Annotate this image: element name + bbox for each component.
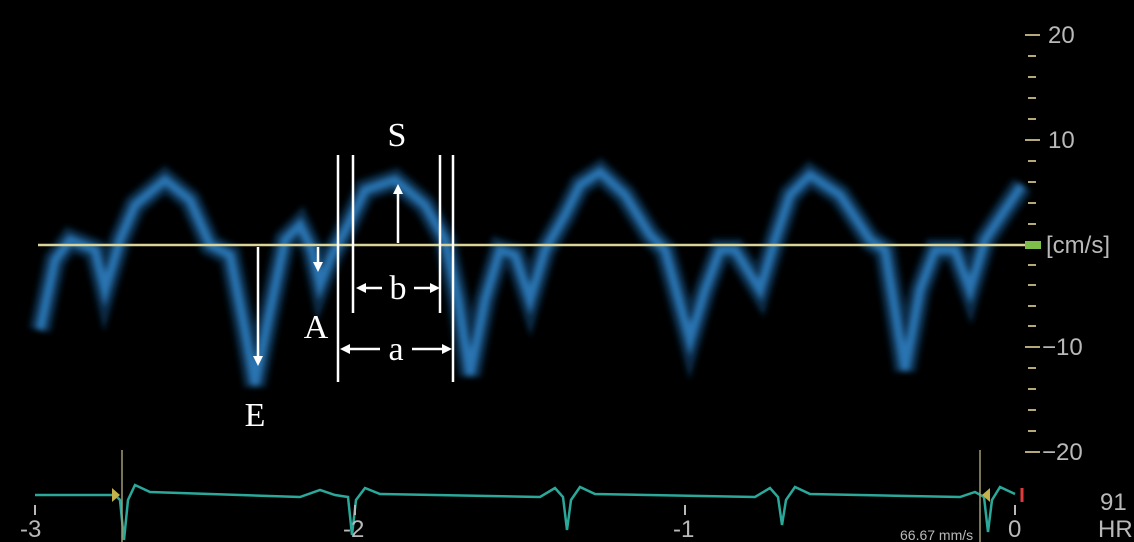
s-label: S — [388, 117, 407, 154]
heart-rate-value: 91 — [1100, 489, 1127, 516]
velocity-tick: −20 — [1042, 439, 1083, 466]
time-tick: 0 — [1008, 516, 1021, 542]
time-tick: -3 — [20, 516, 41, 542]
velocity-tick: −10 — [1042, 334, 1083, 361]
interval-b-label: b — [390, 270, 407, 307]
heart-rate-label: HR — [1098, 516, 1133, 542]
velocity-tick: 20 — [1048, 22, 1075, 49]
a-wave-label: A — [304, 309, 329, 346]
interval-a-label: a — [388, 331, 403, 368]
time-tick: -1 — [673, 516, 694, 542]
e-label: E — [245, 397, 266, 434]
time-tick: -2 — [343, 516, 364, 542]
sweep-speed: 66.67 mm/s — [900, 527, 973, 542]
velocity-tick: 10 — [1048, 127, 1075, 154]
velocity-unit: [cm/s] — [1046, 232, 1110, 259]
doppler-screen: 20 10 [cm/s] −10 −20 -3 -2 -1 0 66.67 mm… — [0, 0, 1134, 542]
